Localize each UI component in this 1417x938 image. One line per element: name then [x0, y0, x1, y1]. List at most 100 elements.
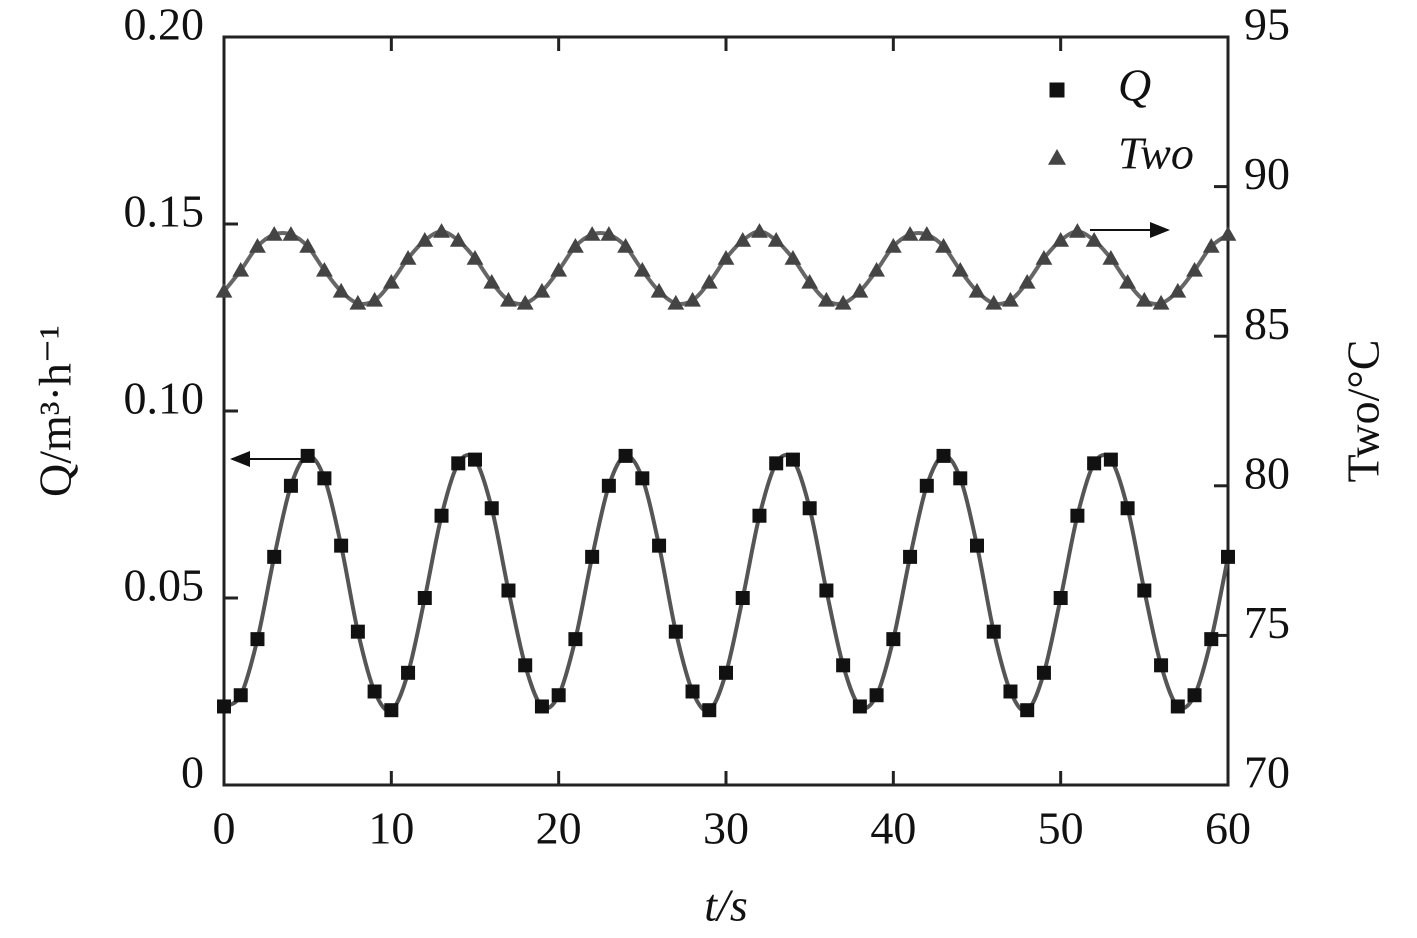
marker	[1070, 508, 1085, 523]
marker	[802, 501, 817, 516]
marker	[567, 238, 584, 253]
y2-tick-label: 75	[1244, 597, 1290, 648]
marker	[1204, 632, 1219, 647]
marker	[1087, 456, 1102, 471]
marker	[617, 238, 634, 253]
legend-label: Q	[1118, 60, 1151, 111]
marker	[416, 232, 434, 247]
marker	[1154, 658, 1169, 673]
marker	[249, 238, 266, 253]
marker	[919, 478, 934, 493]
marker	[1137, 583, 1152, 598]
marker	[1102, 250, 1120, 265]
marker	[769, 456, 784, 471]
marker	[1103, 452, 1118, 467]
marker	[233, 688, 248, 703]
marker	[250, 632, 265, 647]
marker	[382, 273, 400, 289]
marker	[300, 448, 315, 463]
marker	[585, 549, 600, 564]
marker	[1085, 232, 1103, 247]
marker	[968, 282, 986, 298]
marker	[1035, 250, 1053, 265]
marker	[299, 238, 317, 253]
marker	[852, 699, 867, 714]
marker	[1052, 232, 1070, 247]
marker	[884, 238, 902, 253]
marker	[668, 624, 683, 639]
marker	[265, 226, 283, 241]
marker	[818, 291, 835, 307]
y-tick-label: 0.20	[124, 0, 205, 50]
marker	[970, 538, 984, 553]
marker	[1221, 549, 1235, 564]
marker	[468, 452, 482, 467]
marker	[951, 261, 969, 277]
x-tick-label: 20	[536, 803, 582, 854]
marker	[349, 294, 367, 310]
marker	[215, 282, 233, 298]
marker	[500, 291, 517, 307]
marker	[801, 273, 819, 289]
marker	[684, 291, 701, 307]
x-tick-label: 30	[703, 803, 749, 854]
x-tick-label: 40	[870, 803, 916, 854]
marker	[1020, 703, 1035, 718]
marker	[1135, 291, 1153, 307]
marker	[767, 232, 785, 247]
marker	[985, 294, 1003, 310]
marker	[399, 250, 417, 265]
marker	[366, 291, 383, 307]
marker	[1170, 699, 1185, 714]
y2-tick-label: 80	[1244, 447, 1290, 498]
marker	[384, 703, 399, 718]
marker	[283, 478, 298, 493]
x-tick-label: 50	[1038, 803, 1084, 854]
marker	[483, 273, 501, 289]
marker	[1036, 665, 1051, 680]
marker	[1152, 294, 1170, 310]
marker	[1187, 688, 1202, 703]
marker	[267, 549, 282, 564]
marker	[936, 448, 951, 463]
marker	[735, 591, 750, 605]
marker	[417, 591, 432, 605]
marker	[434, 508, 449, 523]
marker	[367, 684, 382, 699]
marker	[819, 583, 834, 598]
marker	[551, 688, 566, 703]
marker	[217, 699, 231, 714]
legend-marker	[1048, 149, 1066, 165]
marker	[836, 658, 851, 673]
y-tick-label: 0.05	[124, 560, 205, 611]
marker	[1169, 282, 1187, 298]
marker	[986, 624, 1001, 639]
marker	[317, 471, 332, 486]
marker	[534, 699, 549, 714]
marker	[784, 250, 802, 265]
marker	[1003, 684, 1018, 699]
marker	[484, 501, 499, 516]
marker	[533, 282, 551, 298]
y2-tick-label: 90	[1244, 148, 1290, 199]
marker	[717, 250, 735, 265]
legend-marker	[1049, 82, 1065, 98]
marker	[1053, 591, 1068, 605]
marker	[350, 624, 365, 639]
marker	[550, 261, 568, 277]
marker	[635, 471, 650, 486]
marker	[918, 226, 936, 241]
marker	[568, 632, 583, 647]
y2-axis-label: Two/°C	[1338, 340, 1389, 483]
marker	[752, 508, 767, 523]
x-tick-label: 0	[213, 803, 236, 854]
marker	[583, 226, 601, 241]
marker	[652, 538, 667, 553]
x-tick-label: 10	[368, 803, 414, 854]
marker	[667, 294, 685, 310]
marker	[953, 471, 968, 486]
marker	[1186, 261, 1203, 277]
y-axis-label: Q/m³·h⁻¹	[30, 325, 81, 497]
